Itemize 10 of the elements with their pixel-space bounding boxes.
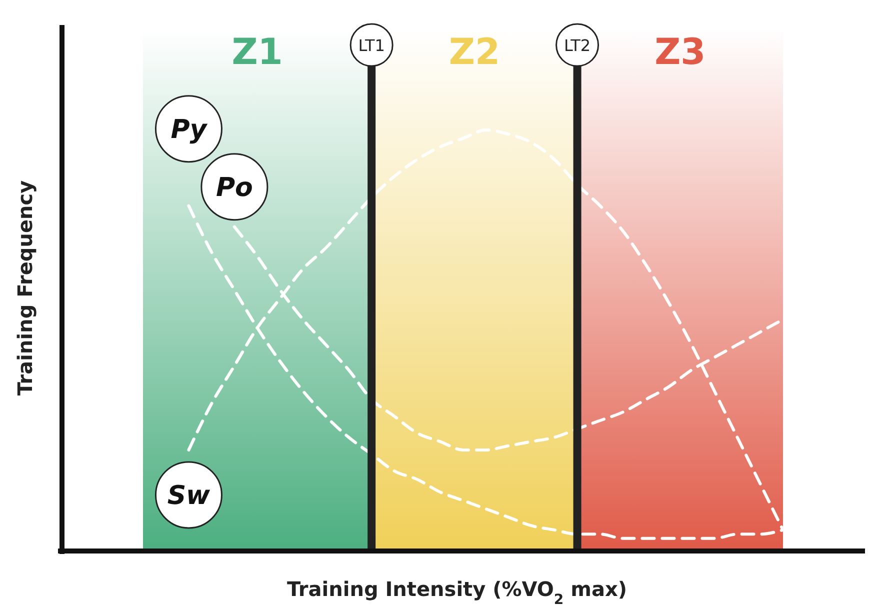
text: Z1	[232, 32, 283, 73]
text: LT1	[358, 36, 385, 55]
text: Z2	[448, 32, 500, 73]
series-label: Po	[216, 172, 253, 203]
text: Py	[170, 114, 208, 145]
text: LT2	[564, 36, 591, 55]
x-axis-title: Training Intensity (%VO$_{2}$ max)	[286, 577, 628, 608]
y-axis-title: Training Frequency	[13, 180, 37, 396]
text: Z3	[654, 32, 706, 73]
series-label: Sw	[167, 480, 212, 511]
